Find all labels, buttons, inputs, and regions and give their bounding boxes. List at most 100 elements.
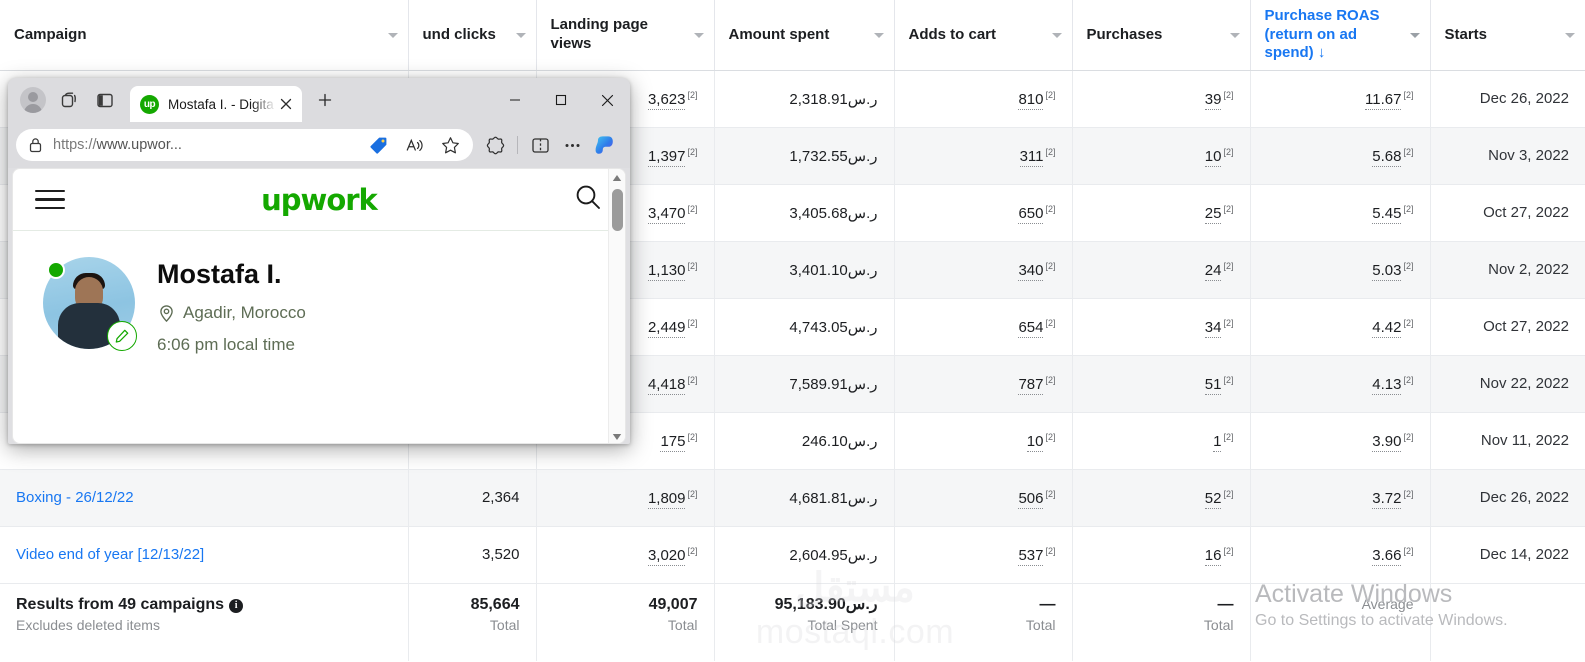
- cell-adds-to-cart: 10 [2]: [894, 412, 1073, 470]
- metric-value: 5.68: [1372, 147, 1402, 167]
- chevron-down-icon[interactable]: [1565, 32, 1575, 38]
- footnote-marker: [2]: [1045, 89, 1056, 100]
- table-row[interactable]: 1,397 [2] 1,732.55ر.س 311 [2] 10 [2] 5.68 [2] Nov…: [0, 127, 1585, 185]
- shopping-tag-button[interactable]: [365, 132, 391, 158]
- metric-value: 1,809: [647, 489, 686, 509]
- search-button[interactable]: [573, 182, 603, 217]
- chevron-down-icon[interactable]: [1051, 32, 1062, 38]
- cell-outbound-clicks: 2,364: [408, 469, 537, 527]
- footnote-marker: [2]: [1403, 431, 1414, 442]
- chevron-down-icon[interactable]: [1229, 32, 1240, 38]
- footnote-marker: [2]: [1223, 203, 1234, 214]
- cell-purchases: 25 [2]: [1072, 184, 1251, 242]
- metric-value: 10: [1204, 147, 1222, 167]
- copilot-button[interactable]: [588, 132, 622, 158]
- scrollbar-down-arrow[interactable]: [609, 428, 625, 443]
- split-screen-button[interactable]: [88, 83, 122, 117]
- hamburger-line: [35, 189, 65, 193]
- column-header-amount-spent[interactable]: Amount spent: [714, 0, 895, 71]
- cell-purchase-roas: 11.67 [2]: [1250, 70, 1431, 128]
- column-header-purchase-roas[interactable]: Purchase ROAS (return on ad spend) ↓: [1250, 0, 1431, 71]
- chevron-down-icon[interactable]: [693, 32, 704, 38]
- metric-value: 2,449: [647, 318, 686, 338]
- metric-value: 787: [1018, 375, 1044, 395]
- split-screen-toggle-button[interactable]: [524, 132, 556, 158]
- cell-purchase-roas: 5.03 [2]: [1250, 241, 1431, 299]
- read-aloud-button[interactable]: [401, 132, 427, 158]
- column-header-campaign[interactable]: Campaign: [0, 0, 409, 71]
- campaign-link[interactable]: Video end of year [12/13/22]: [16, 546, 205, 563]
- footnote-marker: [2]: [1223, 317, 1234, 328]
- cell-adds-to-cart: 650 [2]: [894, 184, 1073, 242]
- chevron-down-icon[interactable]: [387, 32, 398, 38]
- metric-value: 810: [1018, 90, 1044, 110]
- footnote-marker: [2]: [687, 203, 698, 214]
- summary-purchases-cell: — Total: [1072, 582, 1251, 661]
- column-header-landing-page-views[interactable]: Landing page views: [536, 0, 715, 71]
- table-row[interactable]: Video end of year [12/13/22] 3,520 3,020 [2…: [0, 526, 1585, 584]
- page-scrollbar[interactable]: [608, 169, 625, 443]
- settings-and-more-button[interactable]: [556, 132, 588, 158]
- summary-adds-to-cart-label: Total: [1025, 617, 1056, 634]
- footnote-marker: [2]: [687, 545, 698, 556]
- summary-outbound-clicks-cell: 85,664 Total: [408, 582, 537, 661]
- browser-tab[interactable]: up Mostafa I. - Digita: [130, 86, 302, 122]
- cell-amount-spent: 4,681.81ر.س: [714, 469, 895, 527]
- cell-adds-to-cart: 340 [2]: [894, 241, 1073, 299]
- column-header-adds-to-cart[interactable]: Adds to cart: [894, 0, 1073, 71]
- address-bar[interactable]: https://www.upwor...: [16, 129, 473, 161]
- cell-landing-page-views: 1,809 [2]: [536, 469, 715, 527]
- read-aloud-icon: [406, 138, 423, 151]
- edit-photo-button[interactable]: [107, 321, 137, 351]
- cell-landing-page-views: 3,020 [2]: [536, 526, 715, 584]
- summary-title: Results from 49 campaigns: [16, 595, 225, 613]
- chevron-down-icon[interactable]: [873, 32, 884, 38]
- summary-outbound-clicks-label: Total: [489, 617, 520, 634]
- campaign-link[interactable]: Boxing - 26/12/22: [16, 489, 134, 506]
- toolbar-right-actions: [473, 132, 622, 158]
- browser-tab-title: Mostafa I. - Digita: [168, 96, 274, 112]
- cell-purchase-roas: 4.13 [2]: [1250, 355, 1431, 413]
- add-favorite-button[interactable]: [437, 132, 463, 158]
- cell-purchase-roas: 3.66 [2]: [1250, 526, 1431, 584]
- cell-adds-to-cart: 654 [2]: [894, 298, 1073, 356]
- footnote-marker: [2]: [1223, 431, 1234, 442]
- new-tab-button[interactable]: [310, 85, 340, 115]
- summary-subtitle: Excludes deleted items: [16, 617, 160, 634]
- summary-amount-spent-number: 95,183.90: [774, 595, 846, 613]
- summary-purchase-roas-label: Average: [1361, 595, 1414, 612]
- scrollbar-up-arrow[interactable]: [609, 169, 625, 186]
- profile-location-text: Agadir, Morocco: [183, 303, 306, 323]
- column-header-purchases[interactable]: Purchases: [1072, 0, 1251, 71]
- profile-avatar-button[interactable]: [16, 83, 50, 117]
- cell-starts: Oct 27, 2022: [1430, 298, 1585, 356]
- tab-actions-button[interactable]: [52, 83, 86, 117]
- cell-outbound-clicks: 3,520: [408, 526, 537, 584]
- sidebar-panel-icon: [97, 93, 113, 108]
- menu-hamburger-icon[interactable]: [35, 184, 65, 216]
- table-row[interactable]: Boxing - 26/12/22 2,364 1,809 [2] 4,681.81ر.…: [0, 469, 1585, 527]
- info-icon[interactable]: i: [229, 598, 244, 613]
- tab-close-icon[interactable]: [276, 94, 296, 114]
- user-avatar-icon: [20, 87, 46, 113]
- scrollbar-thumb[interactable]: [612, 189, 623, 231]
- column-header-amount-spent-label: Amount spent: [728, 25, 830, 43]
- window-controls: [492, 78, 630, 122]
- footnote-marker: [2]: [1045, 260, 1056, 271]
- search-icon: [576, 185, 600, 209]
- chevron-down-icon[interactable]: [515, 32, 526, 38]
- maximize-button[interactable]: [538, 78, 584, 122]
- footnote-marker: [2]: [1223, 374, 1234, 385]
- chevron-down-icon[interactable]: [1409, 32, 1420, 38]
- column-header-starts[interactable]: Starts: [1430, 0, 1585, 71]
- minimize-button[interactable]: [492, 78, 538, 122]
- metric-value: 2,604.95ر.س: [789, 546, 878, 564]
- edge-browser-window[interactable]: up Mostafa I. - Digita: [8, 78, 630, 444]
- profile-local-time: 6:06 pm local time: [157, 335, 295, 355]
- metric-value: 650: [1018, 204, 1044, 224]
- column-header-outbound-clicks[interactable]: und clicks: [408, 0, 537, 71]
- cell-adds-to-cart: 810 [2]: [894, 70, 1073, 128]
- address-bar-url: https://www.upwor...: [53, 137, 355, 153]
- browser-essentials-button[interactable]: [479, 132, 511, 158]
- close-window-button[interactable]: [584, 78, 630, 122]
